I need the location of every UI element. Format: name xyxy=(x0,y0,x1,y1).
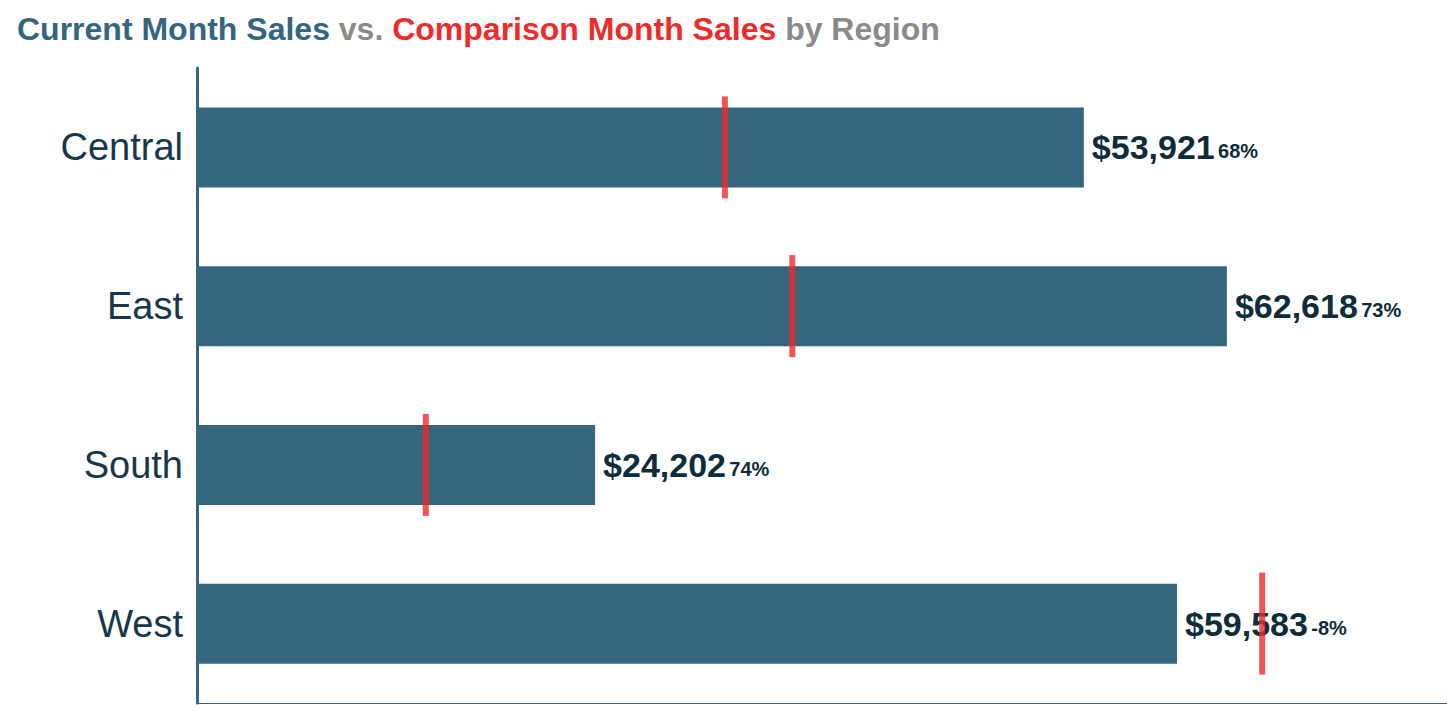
svg-text:$59,583: $59,583 xyxy=(1185,605,1308,643)
svg-text:$24,202: $24,202 xyxy=(603,446,726,484)
svg-text:South: South xyxy=(84,444,183,486)
svg-text:Central: Central xyxy=(61,126,184,168)
svg-text:73%: 73% xyxy=(1361,299,1401,321)
svg-text:vs.: vs. xyxy=(330,11,392,47)
svg-text:74%: 74% xyxy=(729,458,769,480)
svg-text:Current Month Sales: Current Month Sales xyxy=(17,11,330,47)
svg-text:by Region: by Region xyxy=(776,11,940,47)
svg-text:West: West xyxy=(97,603,183,645)
svg-text:$62,618: $62,618 xyxy=(1235,287,1358,325)
svg-text:East: East xyxy=(107,285,183,327)
svg-text:68%: 68% xyxy=(1218,140,1258,162)
svg-text:Comparison Month Sales: Comparison Month Sales xyxy=(392,11,776,47)
svg-text:-8%: -8% xyxy=(1311,617,1347,639)
svg-text:$53,921: $53,921 xyxy=(1092,128,1215,166)
